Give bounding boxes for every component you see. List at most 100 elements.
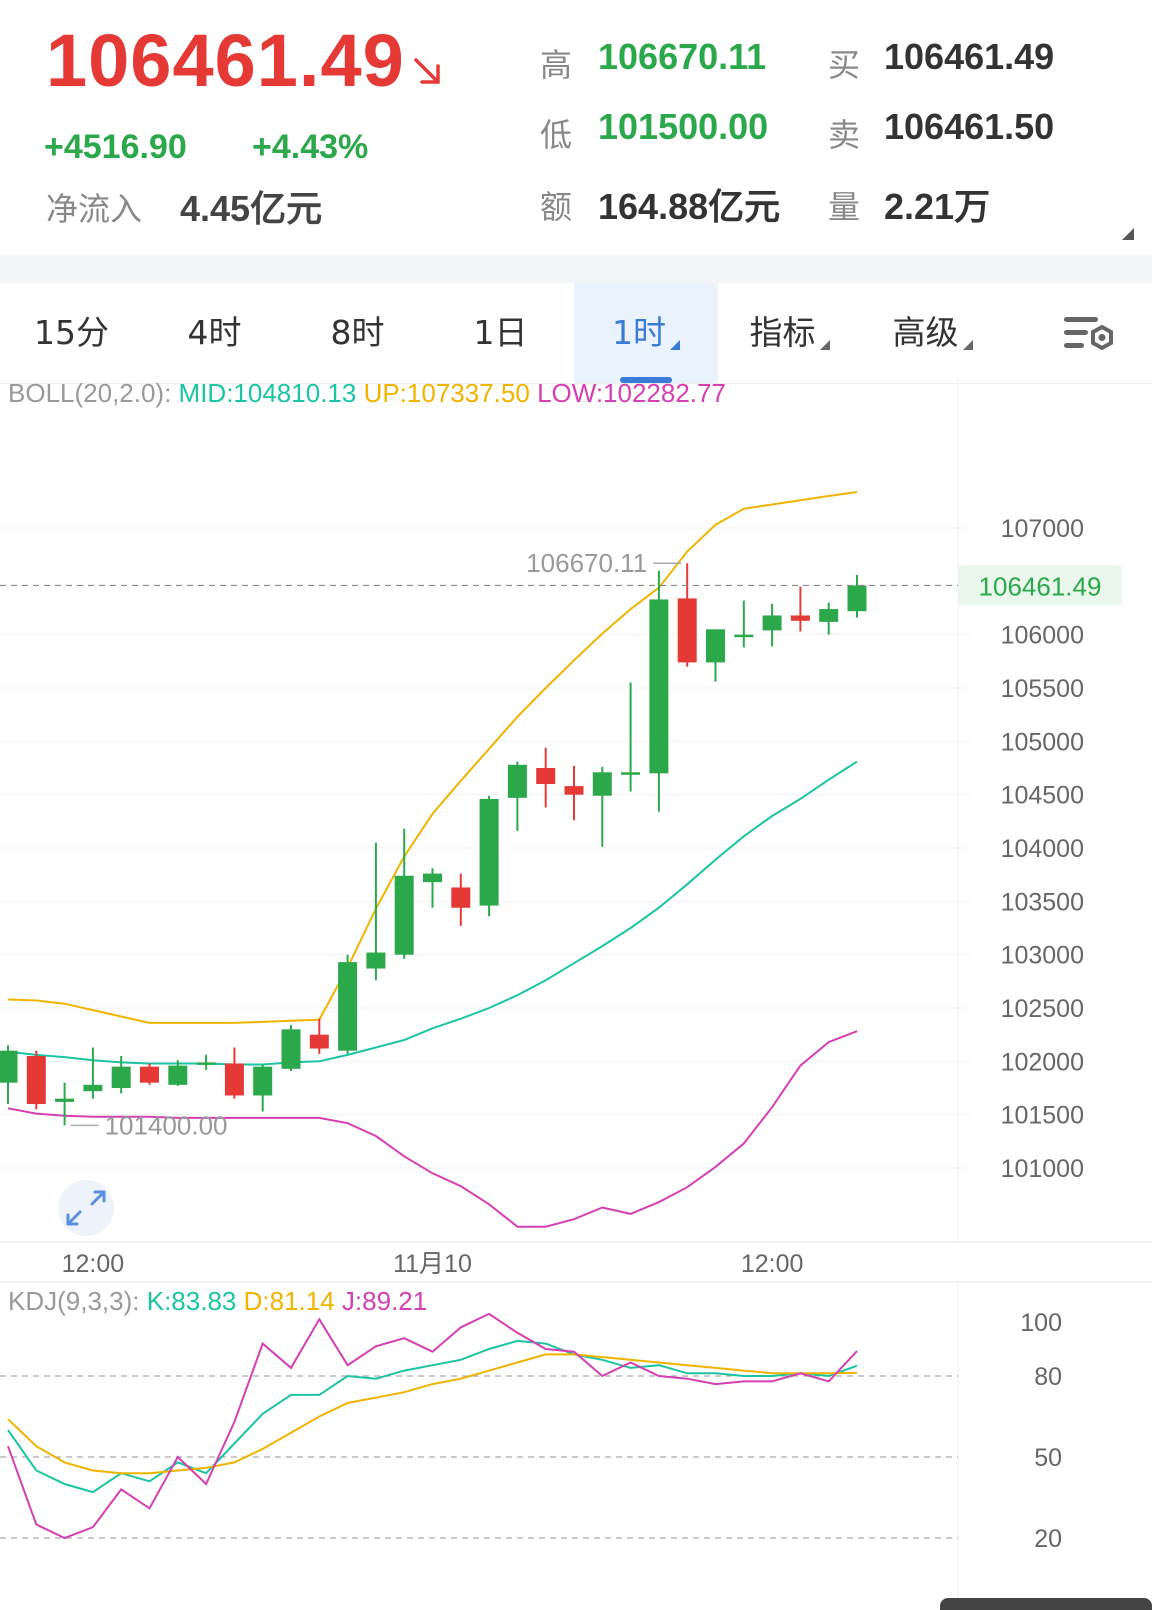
y-tick-label: 104000	[1001, 835, 1084, 863]
tab-advanced[interactable]: 高级	[861, 283, 1004, 383]
volume-label: 量	[828, 188, 861, 226]
candle-body	[706, 629, 725, 663]
x-tick-label: 11月10	[393, 1250, 472, 1278]
x-tick-label: 12:00	[62, 1250, 125, 1278]
candle-body	[649, 599, 669, 774]
kdj-legend: KDJ(9,3,3): K:83.83 D:81.14 J:89.21	[8, 1286, 427, 1317]
last-price-tag-text: 106461.49	[979, 571, 1102, 601]
kdj-y-tick-label: 50	[1034, 1444, 1062, 1472]
amount-value: 164.88亿元	[598, 186, 781, 227]
kdj-y-tick-label: 100	[1020, 1309, 1062, 1337]
net-inflow-label: 净流入	[46, 190, 143, 228]
y-tick-label: 104500	[1001, 782, 1084, 810]
divider	[0, 255, 1152, 283]
low-label: 低	[540, 116, 573, 154]
candle-body	[196, 1062, 216, 1065]
quote-header: 106461.49 +4516.90 +4.43% 净流入 4.45亿元 高 1…	[0, 0, 1152, 255]
high-annotation-label: 106670.11	[526, 548, 647, 578]
candle-body	[536, 768, 556, 784]
y-tick-label: 103000	[1001, 942, 1084, 970]
candle-body	[366, 952, 386, 969]
sell-label: 卖	[828, 116, 861, 154]
chart-settings-icon[interactable]	[1064, 313, 1116, 357]
amount-label: 额	[540, 188, 573, 226]
tab-1d[interactable]: 1日	[473, 313, 528, 352]
boll-up: UP:107337.50	[363, 378, 530, 408]
candle-body	[26, 1056, 46, 1104]
tab-15min[interactable]: 15分	[34, 313, 109, 352]
tab-4h[interactable]: 4时	[187, 313, 242, 352]
kdj-k: K:83.83	[146, 1286, 237, 1316]
period-tabs: 15分 4时 8时 1日 1时 指标 高级	[0, 283, 1152, 384]
home-indicator	[940, 1598, 1152, 1610]
candle-body	[479, 798, 499, 906]
price-change-percent: +4.43%	[252, 128, 369, 166]
candle-body	[309, 1034, 329, 1049]
y-tick-label: 105000	[1001, 728, 1084, 756]
kdj-line-k	[7, 1339, 858, 1494]
candle-body	[423, 873, 442, 883]
boll-mid: MID:104810.13	[178, 378, 357, 408]
boll-legend: BOLL(20,2.0): MID:104810.13 UP:107337.50…	[8, 378, 726, 409]
kdj-j: J:89.21	[341, 1286, 428, 1316]
tab-1h[interactable]: 1时	[574, 283, 718, 383]
boll-line-mid	[7, 760, 858, 1066]
candle-body	[224, 1063, 244, 1096]
kdj-y-tick-label: 80	[1034, 1363, 1062, 1391]
boll-line-low	[7, 1030, 858, 1228]
candle-body	[83, 1084, 103, 1092]
boll-low: LOW:102282.77	[537, 378, 726, 408]
low-annotation-label: 101400.00	[105, 1110, 228, 1140]
candle-body	[621, 772, 641, 775]
y-tick-label: 105500	[1001, 675, 1084, 703]
candle-body	[168, 1065, 188, 1085]
candle-body	[281, 1029, 301, 1069]
buy-label: 买	[828, 46, 861, 84]
dropdown-triangle-icon	[819, 340, 830, 350]
candle-body	[819, 609, 839, 622]
expand-chart-button[interactable]	[58, 1180, 114, 1236]
tab-indicators[interactable]: 指标	[718, 283, 861, 383]
candle-body	[507, 764, 527, 798]
candle-body	[394, 875, 414, 955]
y-tick-label: 106000	[1001, 622, 1084, 650]
expand-corner-icon[interactable]	[1122, 228, 1134, 240]
candle-body	[790, 615, 810, 621]
y-tick-label: 102500	[1001, 995, 1084, 1023]
expand-arrows-icon	[66, 1190, 106, 1226]
candle-body	[55, 1098, 75, 1102]
y-tick-label: 103500	[1001, 888, 1084, 916]
net-inflow-value: 4.45亿元	[180, 188, 323, 229]
kdj-y-tick-label: 20	[1034, 1525, 1062, 1553]
candle-body	[847, 585, 867, 612]
y-tick-label: 107000	[1001, 515, 1084, 543]
kdj-line-j	[7, 1312, 858, 1540]
dropdown-triangle-icon	[962, 340, 973, 350]
low-value: 101500.00	[598, 106, 769, 147]
last-price: 106461.49	[46, 19, 405, 102]
kdj-name: KDJ(9,3,3):	[8, 1286, 140, 1316]
sell-value: 106461.50	[884, 106, 1055, 147]
y-tick-label: 101000	[1001, 1155, 1084, 1183]
down-right-arrow-icon	[414, 58, 440, 84]
candle-body	[111, 1066, 131, 1088]
buy-value: 106461.49	[884, 36, 1055, 77]
x-tick-label: 12:00	[741, 1250, 804, 1278]
dropdown-triangle-icon	[670, 340, 680, 350]
candle-body	[564, 786, 584, 795]
candle-body	[734, 634, 754, 638]
candle-body	[677, 598, 697, 663]
y-tick-label: 101500	[1001, 1102, 1084, 1130]
high-value: 106670.11	[598, 36, 767, 77]
high-label: 高	[540, 46, 573, 84]
kdj-line-d	[7, 1353, 858, 1475]
candle-body	[140, 1066, 159, 1083]
candle-body	[592, 772, 612, 796]
candle-body	[0, 1050, 18, 1083]
y-tick-label: 102000	[1001, 1048, 1084, 1076]
tab-8h[interactable]: 8时	[330, 313, 385, 352]
boll-name: BOLL(20,2.0):	[8, 378, 172, 408]
volume-value: 2.21万	[884, 186, 991, 227]
kdj-d: D:81.14	[243, 1286, 335, 1316]
candle-body	[338, 962, 358, 1051]
